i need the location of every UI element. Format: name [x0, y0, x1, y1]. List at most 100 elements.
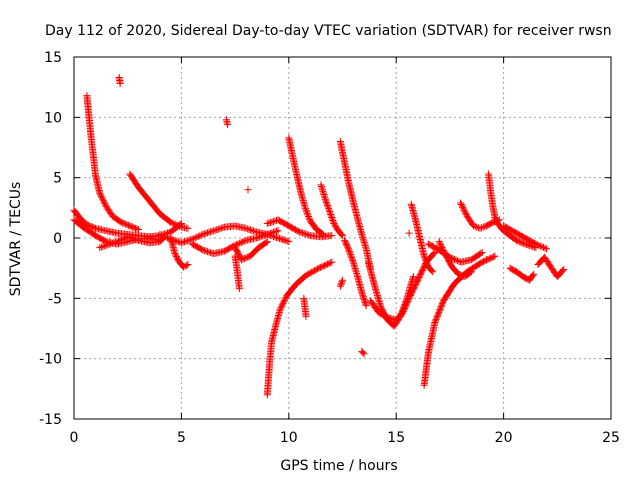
- data-point: [253, 234, 261, 242]
- data-point: [530, 270, 538, 278]
- data-point: [480, 257, 488, 265]
- y-tick-label: 15: [44, 50, 62, 66]
- series-arc-12: [231, 238, 271, 264]
- data-point: [260, 231, 268, 239]
- chart-title: Day 112 of 2020, Sidereal Day-to-day VTE…: [45, 23, 612, 39]
- series-arc-29: [435, 238, 475, 281]
- data-point: [304, 212, 312, 220]
- data-point: [167, 218, 175, 226]
- data-point: [382, 313, 390, 321]
- data-point: [282, 237, 290, 245]
- data-point: [478, 258, 486, 266]
- data-point: [303, 231, 311, 239]
- data-point: [235, 285, 243, 293]
- y-tick-labels: -15 -10 -5 0 5 10 15: [39, 50, 62, 428]
- data-point: [402, 302, 410, 310]
- data-point: [302, 312, 310, 320]
- data-point: [257, 232, 265, 240]
- x-tick-label: 20: [495, 430, 513, 446]
- data-point: [460, 206, 468, 214]
- data-point: [125, 233, 133, 241]
- data-point: [244, 186, 252, 194]
- data-point: [190, 235, 198, 243]
- data-point: [268, 229, 276, 237]
- data-point: [262, 231, 270, 239]
- data-point: [96, 189, 104, 197]
- data-point: [302, 271, 310, 279]
- data-point: [344, 245, 352, 253]
- data-point: [281, 295, 289, 303]
- data-point: [97, 192, 105, 200]
- data-point: [119, 219, 127, 227]
- data-point: [435, 238, 443, 246]
- series-arc-19: [336, 137, 374, 272]
- data-point: [262, 238, 270, 246]
- x-tick-label: 5: [177, 430, 186, 446]
- data-point: [521, 240, 529, 248]
- data-point: [242, 224, 250, 232]
- data-point: [216, 225, 224, 233]
- data-point: [328, 215, 336, 223]
- data-point: [535, 241, 543, 249]
- data-point: [478, 224, 486, 232]
- data-point: [477, 249, 485, 257]
- data-point: [265, 219, 273, 227]
- series-arc-33: [500, 222, 551, 253]
- data-point: [326, 209, 334, 217]
- data-point: [119, 235, 127, 243]
- data-point: [126, 222, 134, 230]
- data-point: [202, 247, 210, 255]
- data-point: [171, 220, 179, 228]
- data-point: [278, 301, 286, 309]
- series-arc-14: [263, 258, 336, 399]
- series-arc-35: [534, 253, 568, 281]
- data-point: [265, 230, 273, 238]
- data-point: [214, 225, 222, 233]
- data-point: [102, 241, 110, 249]
- data-point: [399, 307, 407, 315]
- data-point: [102, 201, 110, 209]
- data-point: [203, 248, 211, 256]
- data-point: [180, 263, 188, 271]
- data-point: [487, 254, 495, 262]
- data-point: [303, 271, 311, 279]
- data-point: [248, 226, 256, 234]
- data-point: [199, 230, 207, 238]
- data-point: [376, 310, 384, 318]
- data-point: [440, 248, 448, 256]
- data-point: [111, 238, 119, 246]
- data-point: [302, 206, 310, 214]
- axis-ticks: [73, 56, 612, 420]
- data-point: [490, 253, 498, 261]
- data-point: [113, 238, 121, 246]
- data-point: [303, 208, 311, 216]
- data-point: [108, 239, 116, 247]
- data-point: [379, 311, 387, 319]
- data-point: [263, 220, 271, 228]
- data-point: [129, 223, 137, 231]
- data-point: [481, 223, 489, 231]
- data-point: [421, 254, 429, 262]
- series-arc-9: [188, 227, 282, 258]
- data-point: [431, 317, 439, 325]
- data-point: [274, 234, 282, 242]
- data-point: [328, 213, 336, 221]
- data-point: [459, 203, 467, 211]
- data-point: [306, 269, 314, 277]
- data-point: [90, 224, 98, 232]
- data-point: [217, 224, 225, 232]
- y-axis-label: SDTVAR / TECUs: [8, 182, 24, 297]
- data-point: [304, 211, 312, 219]
- data-point: [294, 227, 302, 235]
- data-point: [101, 200, 109, 208]
- data-point: [200, 230, 208, 238]
- data-point: [305, 214, 313, 222]
- data-point: [191, 234, 199, 242]
- data-point: [263, 238, 271, 246]
- data-point: [381, 312, 389, 320]
- data-point: [321, 195, 329, 203]
- data-point: [277, 304, 285, 312]
- x-axis-label: GPS time / hours: [280, 458, 397, 474]
- data-point: [435, 308, 443, 316]
- series-arc-2: [83, 92, 142, 234]
